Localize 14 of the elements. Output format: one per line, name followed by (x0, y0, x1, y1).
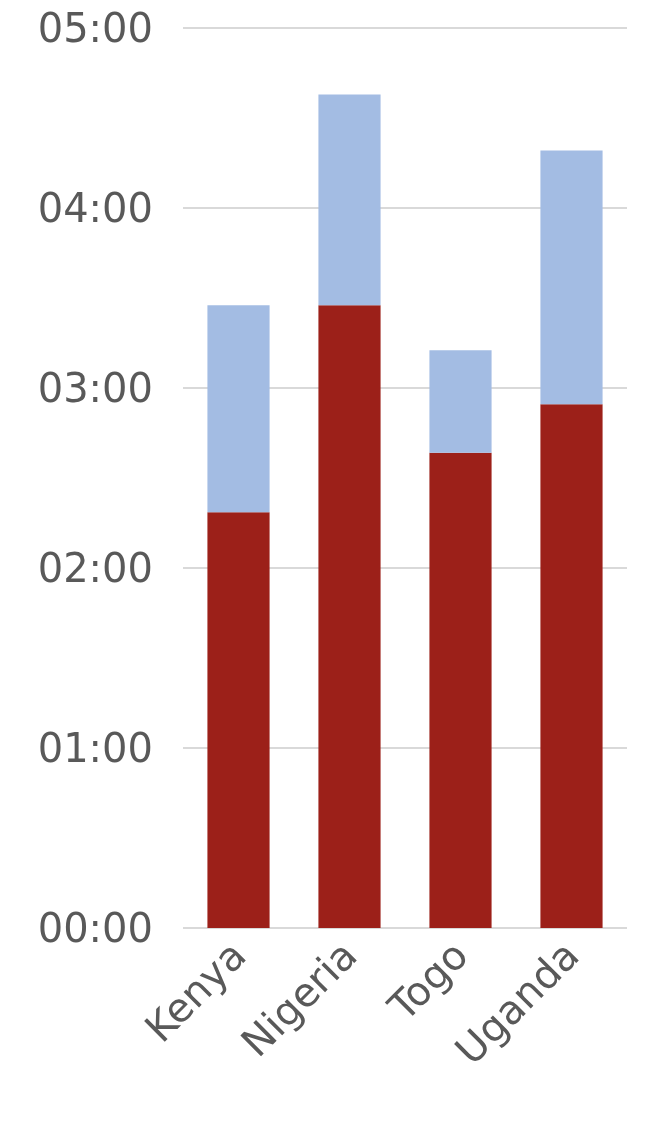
y-tick-label: 00:00 (37, 905, 153, 951)
bar (540, 404, 603, 928)
bar (318, 305, 381, 928)
y-tick-label: 02:00 (37, 545, 153, 591)
bar (207, 305, 270, 513)
bar (429, 452, 492, 928)
bar (318, 94, 381, 306)
y-tick-label: 05:00 (37, 5, 153, 51)
bar (429, 350, 492, 453)
y-tick-label: 03:00 (37, 365, 153, 411)
y-tick-label: 01:00 (37, 725, 153, 771)
bar (207, 512, 270, 928)
y-tick-label: 04:00 (37, 185, 153, 231)
bar (540, 150, 603, 405)
